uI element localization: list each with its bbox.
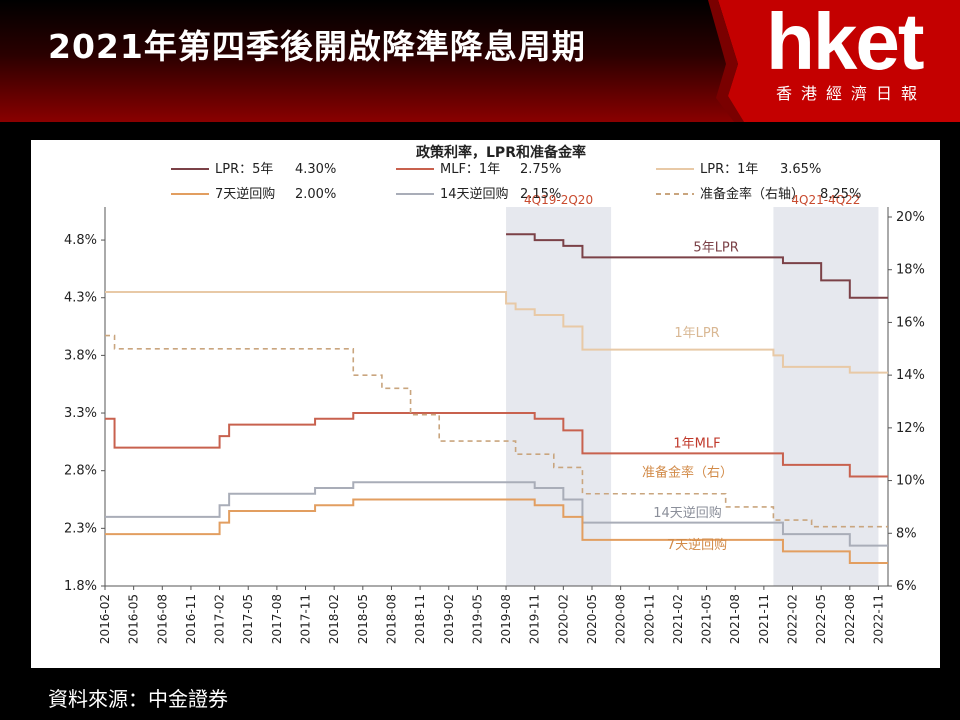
y2-tick-label: 10% — [896, 474, 925, 489]
y2-tick-label: 12% — [896, 421, 925, 436]
x-tick-label: 2018-05 — [356, 594, 370, 644]
series-annotation: 准备金率（右） — [642, 464, 733, 480]
x-tick-label: 2020-05 — [585, 594, 599, 644]
shaded-region-label-2: 4Q21-4Q22 — [791, 193, 860, 207]
legend-value-lpr5: 4.30% — [295, 162, 336, 177]
y2-tick-label: 18% — [896, 263, 925, 278]
x-tick-label: 2019-05 — [470, 594, 484, 644]
x-tick-label: 2020-11 — [642, 594, 656, 644]
x-tick-label: 2022-08 — [843, 594, 857, 644]
y-tick-label: 1.8% — [64, 579, 97, 594]
y-tick-label: 4.3% — [64, 291, 97, 306]
x-tick-label: 2016-11 — [184, 594, 198, 644]
series-annotation: 14天逆回购 — [653, 505, 722, 521]
series-line-lpr1 — [105, 290, 888, 374]
y2-tick-label: 6% — [896, 579, 917, 594]
y2-tick-label: 20% — [896, 210, 925, 225]
x-tick-label: 2017-05 — [241, 594, 255, 644]
series-annotation: 5年LPR — [693, 241, 738, 256]
x-tick-label: 2021-05 — [700, 594, 714, 644]
series-annotation: 1年MLF — [673, 437, 720, 452]
legend-label-rrr: 准备金率（右轴） — [700, 186, 804, 202]
policy-rate-chart: 4Q19-2Q20 4Q21-4Q22 4.8% 4.3% 3.8% 3.3% 2.8% 2.… — [64, 144, 925, 644]
logo-panel — [708, 0, 960, 122]
legend-label-lpr5: LPR：5年 — [215, 162, 273, 177]
x-tick-label: 2016-08 — [155, 594, 169, 644]
x-tick-label: 2022-02 — [786, 594, 800, 644]
x-tick-label: 2019-11 — [528, 594, 542, 644]
x-tick-label: 2020-08 — [614, 594, 628, 644]
y-tick-label: 3.8% — [64, 348, 97, 363]
series-line-lpr5 — [506, 233, 888, 299]
logo-subtitle: 香港經濟日報 — [776, 84, 927, 103]
y2-tick-label: 8% — [896, 526, 917, 541]
y-tick-label: 3.3% — [64, 406, 97, 421]
x-tick-label: 2017-02 — [213, 594, 227, 644]
series-line-rr14 — [105, 481, 888, 547]
x-tick-label: 2021-11 — [757, 594, 771, 644]
series-line-mlf — [105, 412, 888, 478]
x-tick-label: 2018-08 — [384, 594, 398, 644]
legend-value-rrr: 8.25% — [820, 187, 861, 202]
x-tick-label: 2018-02 — [327, 594, 341, 644]
series-line-rr7 — [105, 498, 888, 564]
hket-logo[interactable]: hket — [766, 0, 924, 86]
x-tick-label: 2018-11 — [413, 594, 427, 644]
chart-card: 4Q19-2Q20 4Q21-4Q22 4.8% 4.3% 3.8% 3.3% 2.8% 2.… — [31, 140, 940, 668]
y2-tick-label: 16% — [896, 315, 925, 330]
y-tick-label: 2.3% — [64, 521, 97, 536]
x-tick-label: 2019-02 — [442, 594, 456, 644]
page-title: 2021年第四季後開啟降準降息周期 — [48, 27, 586, 66]
y2-tick-label: 14% — [896, 368, 925, 383]
legend-label-rr14: 14天逆回购 — [440, 186, 509, 202]
x-tick-label: 2022-05 — [814, 594, 828, 644]
legend-label-rr7: 7天逆回购 — [215, 186, 275, 202]
chart-title: 政策利率，LPR和准备金率 — [416, 144, 586, 161]
x-tick-label: 2017-11 — [299, 594, 313, 644]
series-annotation: 1年LPR — [674, 326, 719, 341]
y-tick-label: 4.8% — [64, 233, 97, 248]
x-tick-label: 2021-02 — [671, 594, 685, 644]
x-tick-label: 2016-05 — [127, 594, 141, 644]
series-annotation: 7天逆回购 — [667, 537, 727, 553]
x-tick-label: 2022-11 — [871, 594, 885, 644]
x-tick-label: 2017-08 — [270, 594, 284, 644]
shaded-region-2 — [773, 207, 879, 586]
legend-label-lpr1: LPR：1年 — [700, 162, 758, 177]
legend-label-mlf: MLF：1年 — [440, 162, 500, 177]
x-tick-label: 2019-08 — [499, 594, 513, 644]
x-tick-label: 2016-02 — [98, 594, 112, 644]
series-line-rrr — [105, 334, 888, 528]
source-note: 資料來源：中金證券 — [48, 687, 228, 711]
shaded-region-1 — [506, 207, 612, 586]
y-tick-label: 2.8% — [64, 464, 97, 479]
x-tick-label: 2021-08 — [728, 594, 742, 644]
legend-value-rr7: 2.00% — [295, 187, 336, 202]
x-tick-label: 2020-02 — [556, 594, 570, 644]
legend-value-rr14: 2.15% — [520, 187, 561, 202]
legend-value-lpr1: 3.65% — [780, 162, 821, 177]
shaded-region-label-1: 4Q19-2Q20 — [524, 193, 593, 207]
legend-value-mlf: 2.75% — [520, 162, 561, 177]
